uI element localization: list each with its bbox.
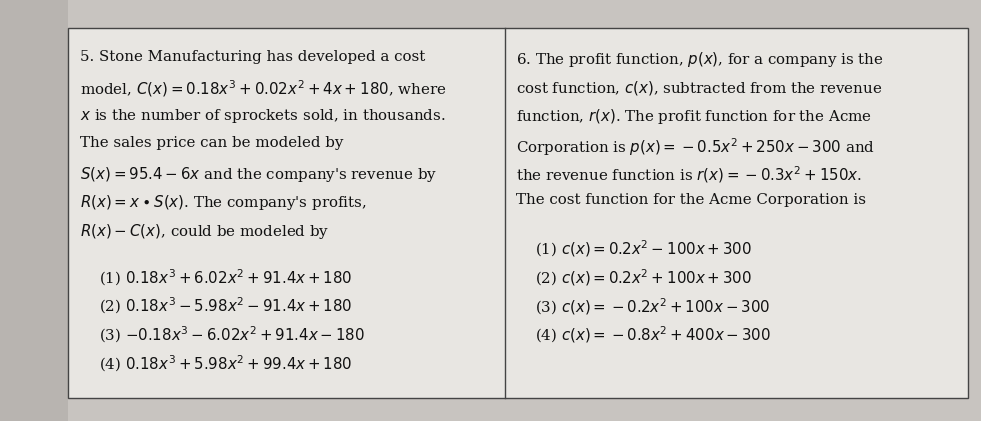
Text: model, $C(x) = 0.18x^3 + 0.02x^2 + 4x + 180$, where: model, $C(x) = 0.18x^3 + 0.02x^2 + 4x + …: [80, 79, 446, 99]
Text: cost function, $c(x)$, subtracted from the revenue: cost function, $c(x)$, subtracted from t…: [517, 79, 883, 97]
Text: 6. The profit function, $p(x)$, for a company is the: 6. The profit function, $p(x)$, for a co…: [517, 50, 884, 69]
Text: Corporation is $p(x) = -0.5x^2 + 250x - 300$ and: Corporation is $p(x) = -0.5x^2 + 250x - …: [517, 136, 875, 157]
Text: 5. Stone Manufacturing has developed a cost: 5. Stone Manufacturing has developed a c…: [80, 50, 425, 64]
Text: (4) $0.18x^3 + 5.98x^2 + 99.4x + 180$: (4) $0.18x^3 + 5.98x^2 + 99.4x + 180$: [80, 353, 352, 373]
Text: $x$ is the number of sprockets sold, in thousands.: $x$ is the number of sprockets sold, in …: [80, 107, 445, 125]
Text: The sales price can be modeled by: The sales price can be modeled by: [80, 136, 343, 150]
Text: $S(x) = 95.4 - 6x$ and the company's revenue by: $S(x) = 95.4 - 6x$ and the company's rev…: [80, 165, 438, 184]
Text: (2) $0.18x^3 - 5.98x^2 - 91.4x + 180$: (2) $0.18x^3 - 5.98x^2 - 91.4x + 180$: [80, 296, 352, 316]
Text: $R(x) = x \bullet S(x)$. The company's profits,: $R(x) = x \bullet S(x)$. The company's p…: [80, 193, 367, 212]
Text: $R(x) - C(x)$, could be modeled by: $R(x) - C(x)$, could be modeled by: [80, 222, 330, 241]
Text: The cost function for the Acme Corporation is: The cost function for the Acme Corporati…: [517, 193, 866, 207]
Text: (3) $c(x) = -0.2x^2 + 100x - 300$: (3) $c(x) = -0.2x^2 + 100x - 300$: [517, 296, 771, 317]
Bar: [68, 28, 968, 398]
Text: (2) $c(x) = 0.2x^2 + 100x + 300$: (2) $c(x) = 0.2x^2 + 100x + 300$: [517, 267, 752, 288]
Text: (4) $c(x) = -0.8x^2 + 400x - 300$: (4) $c(x) = -0.8x^2 + 400x - 300$: [517, 325, 771, 345]
Text: (1) $0.18x^3 + 6.02x^2 + 91.4x + 180$: (1) $0.18x^3 + 6.02x^2 + 91.4x + 180$: [80, 267, 352, 288]
Text: (3) $-0.18x^3 - 6.02x^2 + 91.4x - 180$: (3) $-0.18x^3 - 6.02x^2 + 91.4x - 180$: [80, 325, 365, 345]
Text: function, $r(x)$. The profit function for the Acme: function, $r(x)$. The profit function fo…: [517, 107, 872, 126]
Text: (1) $c(x) = 0.2x^2 - 100x + 300$: (1) $c(x) = 0.2x^2 - 100x + 300$: [517, 239, 752, 259]
Text: the revenue function is $r(x) = -0.3x^2 + 150x$.: the revenue function is $r(x) = -0.3x^2 …: [517, 165, 862, 185]
Bar: [0, 0, 68, 421]
